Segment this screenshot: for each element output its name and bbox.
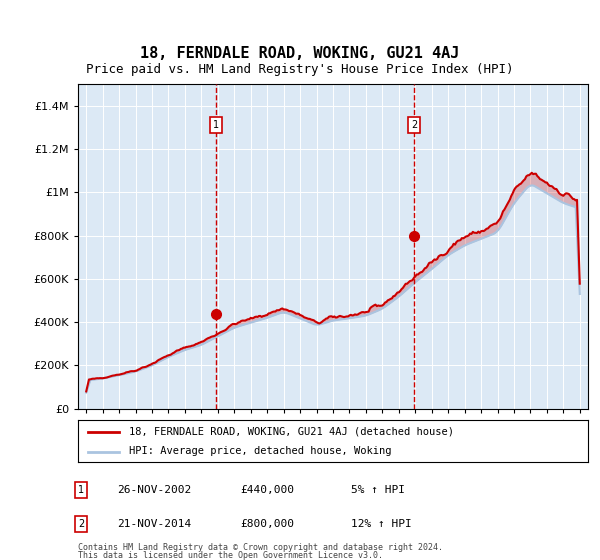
Text: £440,000: £440,000 (240, 485, 294, 495)
Text: 1: 1 (78, 485, 84, 495)
Text: HPI: Average price, detached house, Woking: HPI: Average price, detached house, Woki… (129, 446, 392, 456)
Text: 2: 2 (411, 120, 417, 130)
Text: This data is licensed under the Open Government Licence v3.0.: This data is licensed under the Open Gov… (78, 551, 383, 560)
Text: Price paid vs. HM Land Registry's House Price Index (HPI): Price paid vs. HM Land Registry's House … (86, 63, 514, 77)
Text: 26-NOV-2002: 26-NOV-2002 (117, 485, 191, 495)
Text: 18, FERNDALE ROAD, WOKING, GU21 4AJ (detached house): 18, FERNDALE ROAD, WOKING, GU21 4AJ (det… (129, 427, 454, 437)
Text: 12% ↑ HPI: 12% ↑ HPI (351, 519, 412, 529)
Text: 18, FERNDALE ROAD, WOKING, GU21 4AJ: 18, FERNDALE ROAD, WOKING, GU21 4AJ (140, 46, 460, 60)
Text: £800,000: £800,000 (240, 519, 294, 529)
Text: 1: 1 (214, 120, 220, 130)
Text: 21-NOV-2014: 21-NOV-2014 (117, 519, 191, 529)
Text: Contains HM Land Registry data © Crown copyright and database right 2024.: Contains HM Land Registry data © Crown c… (78, 543, 443, 552)
Text: 2: 2 (78, 519, 84, 529)
Text: 5% ↑ HPI: 5% ↑ HPI (351, 485, 405, 495)
